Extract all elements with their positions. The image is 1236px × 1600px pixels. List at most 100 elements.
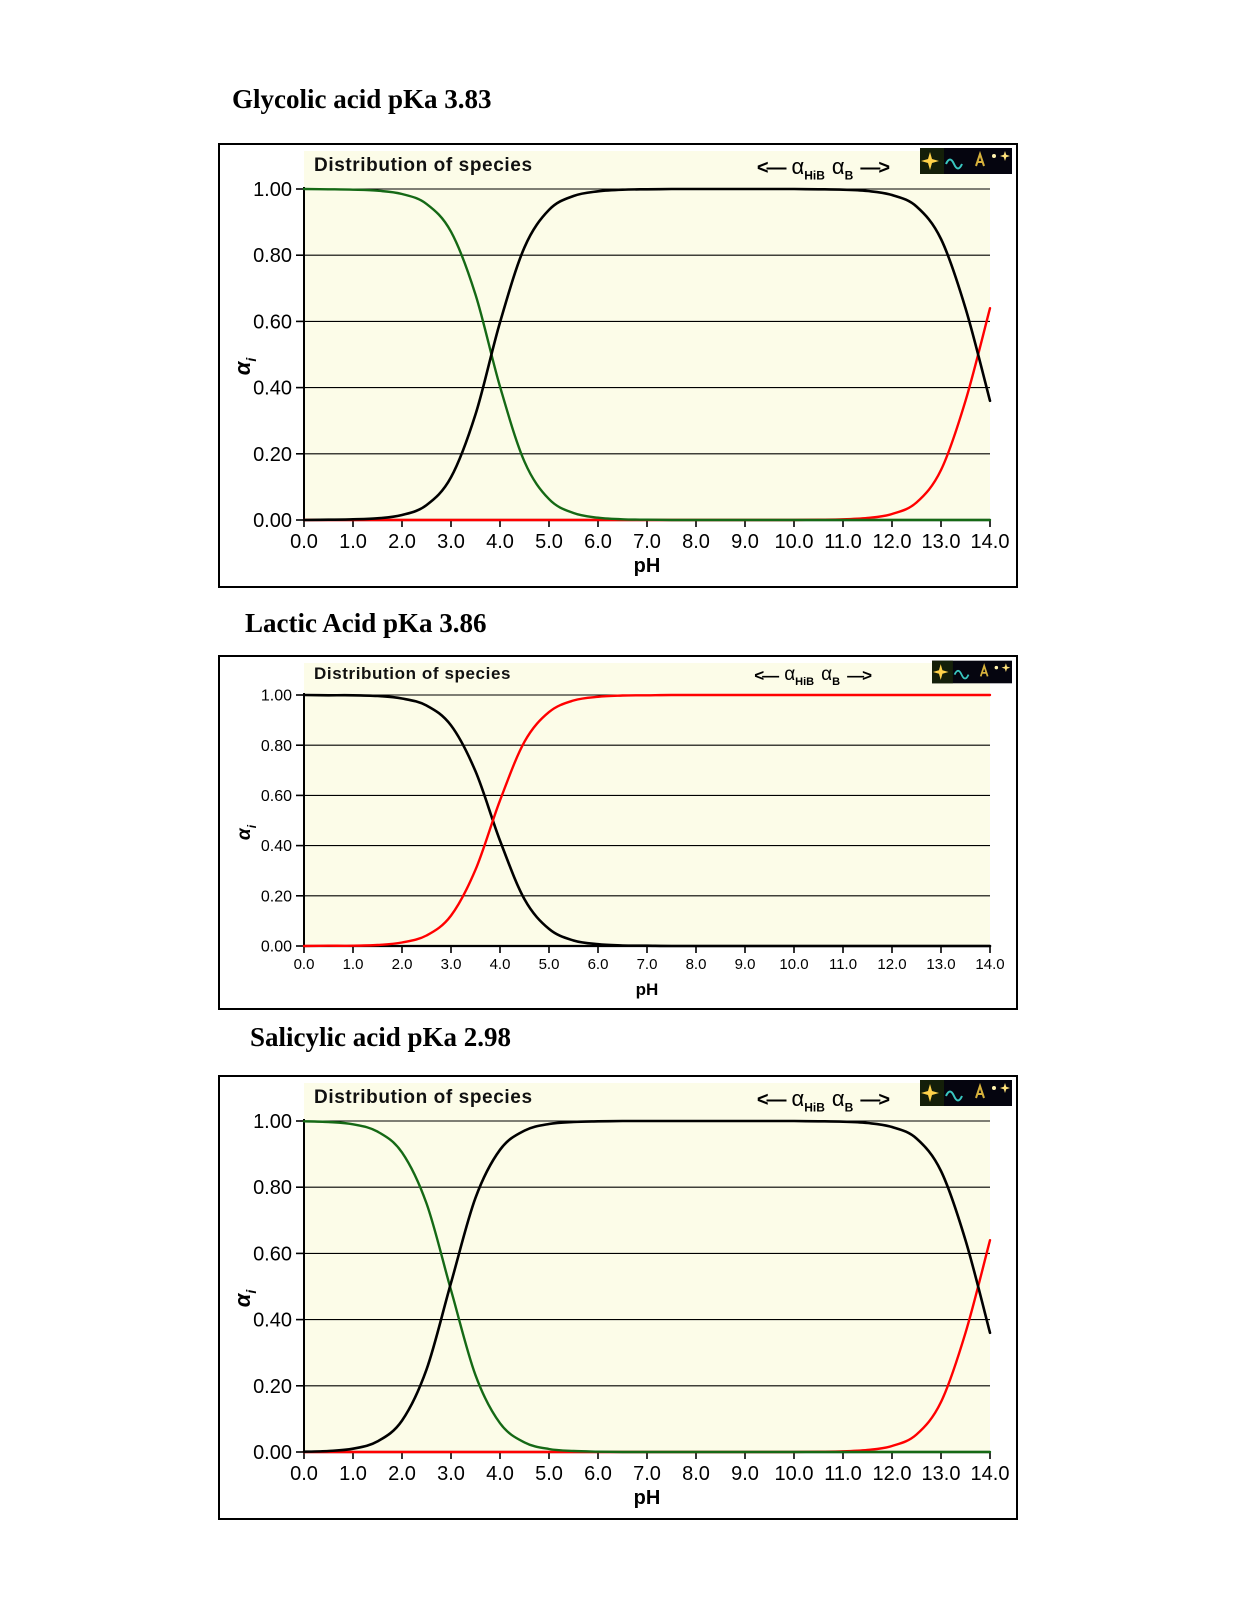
x-axis-label: pH: [636, 980, 659, 999]
chart-heading: Glycolic acid pKa 3.83: [232, 84, 492, 114]
y-tick-label: 0.40: [261, 838, 292, 855]
x-tick-label: 7.0: [633, 1463, 661, 1485]
plot-area: [304, 1083, 990, 1452]
plot-area: [304, 663, 990, 946]
x-tick-label: 14.0: [975, 956, 1004, 973]
x-tick-label: 2.0: [392, 956, 413, 973]
y-tick-label: 1.00: [253, 179, 292, 201]
charts-column: Glycolic acid pKa 3.83 0.0 1.0 2.0 3.0 4.0 5.…: [218, 0, 1020, 1520]
chart-title: Distribution of species: [314, 155, 533, 176]
x-tick-label: 11.0: [829, 956, 857, 973]
y-tick-label: 0.40: [253, 378, 292, 400]
x-tick-label: 12.0: [877, 956, 906, 973]
chart-header: Distribution of species <— αHiB αB —>: [220, 145, 1016, 187]
x-tick-label: 13.0: [922, 1463, 961, 1485]
chart-frame: 0.0 1.0 2.0 3.0 4.0 5.0 6.0 7.0 8.0 9.0 10.0 11.0 12…: [218, 655, 1018, 1010]
x-axis-label: pH: [634, 1487, 661, 1509]
x-tick-label: 12.0: [873, 531, 912, 553]
y-tick-label: 0.00: [253, 510, 292, 532]
legend-species-hib: αHiB: [791, 154, 825, 183]
plot-canvas: 0.0 1.0 2.0 3.0 4.0 5.0 6.0 7.0 8.0 9.0 10.0 11.0 12…: [230, 1083, 1010, 1509]
x-tick-label: 8.0: [682, 531, 710, 553]
legend: <— αHiB αB —>: [757, 1086, 890, 1115]
y-axis-label: αi: [230, 357, 259, 376]
chart-section-lactic: Lactic Acid pKa 3.86 0.0 1.0 2.0 3.0 4.0 5.0 6…: [218, 608, 1020, 1010]
x-tick-label: 4.0: [486, 1463, 514, 1485]
brand-logo: [920, 148, 1012, 174]
x-tick-label: 10.0: [779, 956, 808, 973]
legend-right-arrow-icon: —>: [860, 1088, 890, 1111]
y-tick-label: 0.80: [261, 738, 292, 755]
chart-header: Distribution of species <— αHiB αB —>: [220, 1077, 1016, 1119]
x-tick-label: 13.0: [926, 956, 955, 973]
x-tick-label: 10.0: [775, 531, 814, 553]
legend-species-b: αB: [821, 664, 841, 688]
plot-canvas: 0.0 1.0 2.0 3.0 4.0 5.0 6.0 7.0 8.0 9.0 10.0 11.0 12…: [230, 151, 1009, 577]
chart-heading: Lactic Acid pKa 3.86: [245, 608, 487, 638]
legend-species-b: αB: [831, 1086, 854, 1115]
y-tick-label: 0.40: [253, 1310, 292, 1332]
brand-logo-icon: [920, 148, 1012, 174]
series-alpha-HiB-green: [302, 187, 992, 522]
y-tick-label: 0.20: [253, 1376, 292, 1398]
plot-area: [304, 151, 990, 520]
x-tick-label: 9.0: [731, 1463, 759, 1485]
y-tick-label: 0.20: [253, 444, 292, 466]
brand-logo: [920, 1080, 1012, 1106]
x-tick-label: 3.0: [441, 956, 462, 973]
legend-species-b: αB: [831, 154, 854, 183]
x-tick-label: 3.0: [437, 1463, 465, 1485]
x-tick-label: 6.0: [588, 956, 609, 973]
y-tick-label: 0.00: [253, 1442, 292, 1464]
x-tick-label: 12.0: [873, 1463, 912, 1485]
series-alpha-HiB-green: [302, 1120, 992, 1454]
y-axis-label: αi: [234, 824, 259, 840]
x-tick-label: 2.0: [388, 531, 416, 553]
x-tick-label: 8.0: [682, 1463, 710, 1485]
legend: <— αHiB αB —>: [757, 154, 890, 183]
x-tick-label: 7.0: [637, 956, 658, 973]
chart-heading: Salicylic acid pKa 2.98: [250, 1022, 512, 1052]
y-axis-label: αi: [230, 1289, 259, 1308]
x-tick-label: 14.0: [971, 1463, 1010, 1485]
x-tick-label: 1.0: [339, 531, 367, 553]
x-tick-label: 1.0: [339, 1463, 367, 1485]
brand-logo-icon: [920, 1080, 1012, 1106]
chart-frame: 0.0 1.0 2.0 3.0 4.0 5.0 6.0 7.0 8.0 9.0 10.0 11.0 12…: [218, 1075, 1018, 1520]
chart-section-glycolic: Glycolic acid pKa 3.83 0.0 1.0 2.0 3.0 4.0 5.…: [218, 84, 1020, 588]
x-tick-label: 5.0: [539, 956, 560, 973]
x-tick-label: 8.0: [686, 956, 707, 973]
series-alpha-HiB-black: [302, 693, 992, 948]
x-tick-label: 0.0: [290, 531, 318, 553]
chart-title: Distribution of species: [314, 1087, 533, 1108]
chart-header: Distribution of species <— αHiB αB —>: [220, 657, 1016, 699]
legend-right-arrow-icon: —>: [847, 665, 872, 685]
x-tick-label: 0.0: [290, 1463, 318, 1485]
brand-logo-icon: [932, 660, 1012, 684]
y-tick-label: 0.00: [261, 939, 292, 956]
x-tick-label: 5.0: [535, 531, 563, 553]
y-tick-label: 1.00: [261, 688, 292, 705]
x-tick-label: 0.0: [294, 956, 315, 973]
x-tick-label: 11.0: [824, 531, 861, 553]
chart-frame: 0.0 1.0 2.0 3.0 4.0 5.0 6.0 7.0 8.0 9.0 10.0 11.0 12…: [218, 143, 1018, 588]
plot-canvas: 0.0 1.0 2.0 3.0 4.0 5.0 6.0 7.0 8.0 9.0 10.0 11.0 12…: [234, 663, 1005, 999]
y-tick-label: 0.80: [253, 1177, 292, 1199]
x-tick-label: 7.0: [633, 531, 661, 553]
x-tick-label: 9.0: [735, 956, 756, 973]
chart-title: Distribution of species: [314, 664, 512, 683]
chart-section-salicylic: Salicylic acid pKa 2.98 0.0 1.0 2.0 3.0 4.0 5…: [218, 1022, 1020, 1520]
y-tick-label: 0.60: [253, 1243, 292, 1265]
y-tick-label: 0.20: [261, 888, 292, 905]
x-tick-label: 9.0: [731, 531, 759, 553]
y-tick-label: 0.80: [253, 245, 292, 267]
brand-logo: [932, 660, 1012, 684]
x-axis-label: pH: [634, 555, 661, 577]
series-alpha-B-red: [302, 693, 992, 948]
x-tick-label: 2.0: [388, 1463, 416, 1485]
x-tick-label: 3.0: [437, 531, 465, 553]
x-tick-label: 13.0: [922, 531, 961, 553]
legend-species-hib: αHiB: [784, 664, 815, 688]
x-tick-label: 10.0: [775, 1463, 814, 1485]
